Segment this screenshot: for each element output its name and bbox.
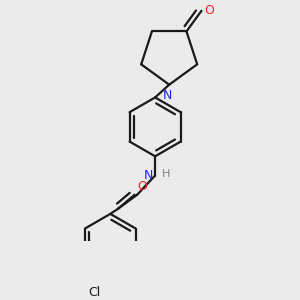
Text: N: N [144, 169, 153, 182]
Text: Cl: Cl [88, 286, 100, 298]
Text: O: O [138, 180, 148, 194]
Text: H: H [161, 169, 170, 179]
Text: O: O [205, 4, 214, 17]
Text: N: N [163, 89, 172, 102]
